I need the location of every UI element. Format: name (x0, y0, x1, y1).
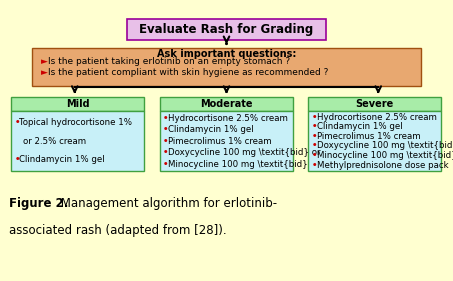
Text: Doxycycline 100 mg \textit{bid} or: Doxycycline 100 mg \textit{bid} or (317, 142, 453, 151)
Text: •: • (312, 132, 317, 141)
Bar (308, 97, 441, 111)
Bar (11, 97, 144, 111)
Bar (0, 0, 453, 188)
Text: Ask important questions:: Ask important questions: (157, 49, 296, 59)
Bar (11, 111, 144, 171)
Text: •: • (163, 148, 169, 157)
Text: Methylprednisolone dose pack: Methylprednisolone dose pack (317, 161, 448, 170)
Bar (160, 97, 293, 111)
Text: Management algorithm for erlotinib-: Management algorithm for erlotinib- (57, 197, 277, 210)
Text: Clindamycin 1% gel: Clindamycin 1% gel (317, 122, 402, 131)
Text: •: • (163, 114, 169, 123)
Text: Hydrocortisone 2.5% cream: Hydrocortisone 2.5% cream (168, 114, 288, 123)
Text: •: • (312, 122, 317, 131)
Text: or 2.5% cream: or 2.5% cream (23, 137, 86, 146)
Text: ►: ► (41, 68, 48, 77)
Text: Is the patient compliant with skin hygiene as recommended ?: Is the patient compliant with skin hygie… (48, 68, 328, 77)
Text: Topical hydrocortisone 1%: Topical hydrocortisone 1% (19, 118, 132, 127)
Text: •: • (312, 161, 317, 170)
Text: Figure 2.: Figure 2. (9, 197, 68, 210)
Text: •: • (14, 118, 20, 127)
Bar (308, 111, 441, 171)
Text: Clindamycin 1% gel: Clindamycin 1% gel (168, 125, 254, 134)
Text: Pimecrolimus 1% cream: Pimecrolimus 1% cream (317, 132, 420, 141)
Bar (32, 48, 421, 86)
Text: •: • (312, 113, 317, 122)
Text: Mild: Mild (66, 99, 90, 109)
Text: •: • (163, 160, 169, 169)
Text: Evaluate Rash for Grading: Evaluate Rash for Grading (140, 23, 313, 36)
Text: ►: ► (41, 57, 48, 66)
Bar (160, 111, 293, 171)
Text: •: • (163, 125, 169, 134)
Text: Minocycline 100 mg \textit{bid}: Minocycline 100 mg \textit{bid} (168, 160, 308, 169)
Text: •: • (312, 151, 317, 160)
Text: Is the patient taking erlotinib on an empty stomach ?: Is the patient taking erlotinib on an em… (48, 57, 289, 66)
Text: Hydrocortisone 2.5% cream: Hydrocortisone 2.5% cream (317, 113, 437, 122)
Text: •: • (14, 155, 20, 164)
Text: associated rash (adapted from [28]).: associated rash (adapted from [28]). (9, 224, 226, 237)
Text: •: • (312, 142, 317, 151)
Text: Severe: Severe (356, 99, 394, 109)
Text: Clindamycin 1% gel: Clindamycin 1% gel (19, 155, 105, 164)
Bar (127, 19, 326, 40)
Text: Pimecrolimus 1% cream: Pimecrolimus 1% cream (168, 137, 272, 146)
Text: Moderate: Moderate (200, 99, 252, 109)
Text: Minocycline 100 mg \textit{bid}: Minocycline 100 mg \textit{bid} (317, 151, 453, 160)
Text: •: • (163, 137, 169, 146)
Text: Doxycycline 100 mg \textit{bid} or: Doxycycline 100 mg \textit{bid} or (168, 148, 321, 157)
